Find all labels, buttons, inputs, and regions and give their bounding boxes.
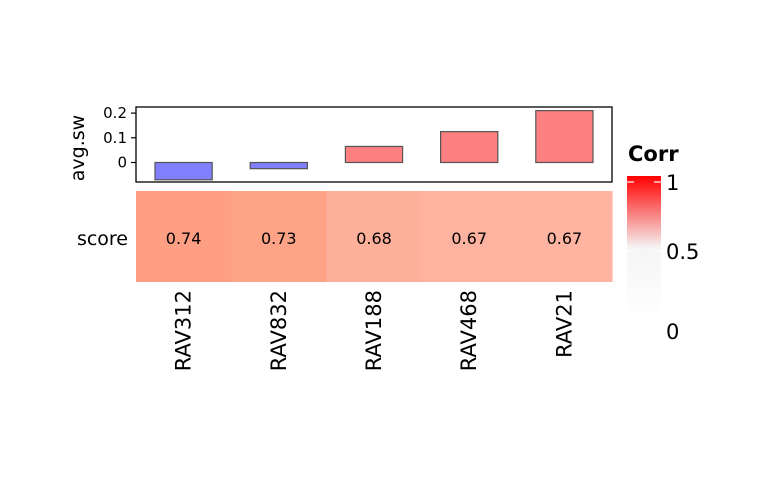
bar-y-tick-label: 0.2 — [103, 104, 127, 122]
bar-y-tick-label: 0.1 — [103, 129, 127, 147]
heatmap-row-label: score — [77, 228, 128, 250]
column-label: RAV312 — [172, 290, 196, 371]
heatmap-cell-label: 0.67 — [547, 229, 583, 248]
heatmap: 0.74 0.73 0.68 0.67 0.67 score RAV312 RAV832 R… — [77, 191, 613, 371]
column-label: RAV188 — [362, 290, 386, 371]
heatmap-cell-RAV832 — [231, 191, 327, 282]
column-label: RAV468 — [457, 290, 481, 371]
heatmap-cell-RAV188 — [326, 191, 423, 282]
legend-tick-label: 0.5 — [666, 240, 699, 264]
bar-y-axis: 0 0.1 0.2 — [103, 104, 136, 172]
legend-colorbar — [627, 176, 661, 320]
bar-annotation: 0 0.1 0.2 avg.sw — [67, 104, 613, 183]
column-label: RAV832 — [267, 290, 291, 371]
bar-RAV312 — [154, 161, 213, 181]
heatmap-cell-RAV21 — [516, 191, 613, 282]
column-labels: RAV312 RAV832 RAV188 RAV468 RAV21 — [172, 290, 577, 371]
legend-tick-label: 0 — [666, 320, 679, 344]
heatmap-cell-label: 0.74 — [166, 229, 202, 248]
column-label: RAV21 — [552, 290, 576, 358]
bar-RAV188 — [344, 145, 404, 164]
bar-RAV832 — [249, 161, 308, 170]
bar-group — [154, 110, 594, 181]
bar-RAV468 — [440, 131, 499, 164]
corr-legend: Corr 10.50 — [627, 142, 699, 344]
heatmap-cell-RAV468 — [421, 191, 518, 282]
bar-y-tick-label: 0 — [117, 154, 127, 172]
bar-RAV21 — [535, 110, 594, 164]
legend-title: Corr — [628, 142, 679, 166]
heatmap-cell-label: 0.67 — [451, 229, 487, 248]
legend-ticks: 10.50 — [627, 171, 699, 344]
bar-y-axis-label: avg.sw — [67, 115, 89, 181]
legend-tick-label: 1 — [666, 171, 679, 195]
heatmap-cell-RAV312 — [136, 191, 232, 282]
heatmap-cell-label: 0.68 — [356, 229, 392, 248]
heatmap-cell-label: 0.73 — [261, 229, 297, 248]
bar-panel-frame — [135, 106, 613, 183]
heatmap-cells: 0.74 0.73 0.68 0.67 0.67 — [136, 191, 613, 282]
